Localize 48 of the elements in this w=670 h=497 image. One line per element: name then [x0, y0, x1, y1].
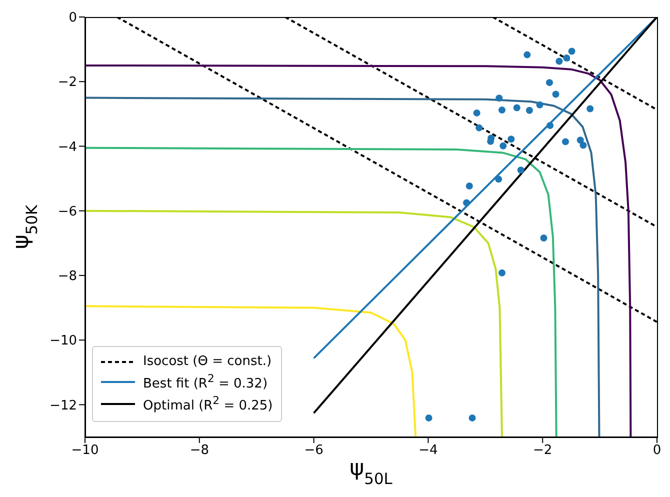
y-tick-label: −6	[58, 204, 77, 220]
point	[495, 176, 502, 183]
x-tick-label: −6	[304, 443, 324, 458]
x-tick-label: −2	[533, 443, 552, 458]
point	[468, 414, 476, 422]
point	[562, 138, 569, 146]
point	[526, 106, 533, 114]
point	[568, 48, 576, 55]
point	[546, 122, 554, 130]
line-series	[85, 210, 503, 437]
x-tick-label: −8	[190, 443, 209, 458]
point	[580, 142, 587, 149]
point	[536, 101, 544, 108]
point	[425, 414, 432, 422]
point	[466, 182, 473, 190]
point	[473, 109, 480, 116]
legend-label: Optimal (R$^{2}$ = 0.25)	[143, 394, 273, 414]
point	[498, 106, 506, 114]
x-tick-label: 0	[652, 443, 662, 458]
point	[496, 94, 503, 102]
point	[508, 136, 515, 143]
point	[556, 58, 563, 65]
y-tick-label: −8	[58, 269, 77, 284]
y-tick-label: −4	[58, 140, 77, 155]
point	[517, 166, 524, 174]
x-tick-label: −4	[418, 443, 438, 458]
point	[524, 51, 531, 58]
legend-label: Best fit (R$^{2}$ = 0.32)	[143, 372, 268, 392]
y-tick-label: −10	[50, 334, 77, 349]
point	[500, 142, 507, 150]
line-series	[85, 305, 417, 437]
point	[552, 90, 560, 98]
x-tick-label: −10	[71, 443, 99, 458]
y-tick-label: −12	[50, 398, 77, 414]
point	[563, 54, 570, 62]
legend-label: Isocost (Θ = const.)	[143, 354, 272, 369]
point	[498, 269, 506, 276]
y-tick-label: −2	[58, 75, 77, 90]
x-axis-title: ψ$_{50L}$	[350, 456, 393, 488]
point	[476, 124, 483, 132]
point	[586, 105, 594, 112]
point	[513, 104, 520, 112]
point	[576, 136, 584, 144]
line-series	[85, 146, 558, 437]
point	[546, 79, 553, 86]
point	[540, 234, 548, 242]
point	[463, 199, 470, 206]
y-tick-label: 0	[68, 10, 77, 26]
